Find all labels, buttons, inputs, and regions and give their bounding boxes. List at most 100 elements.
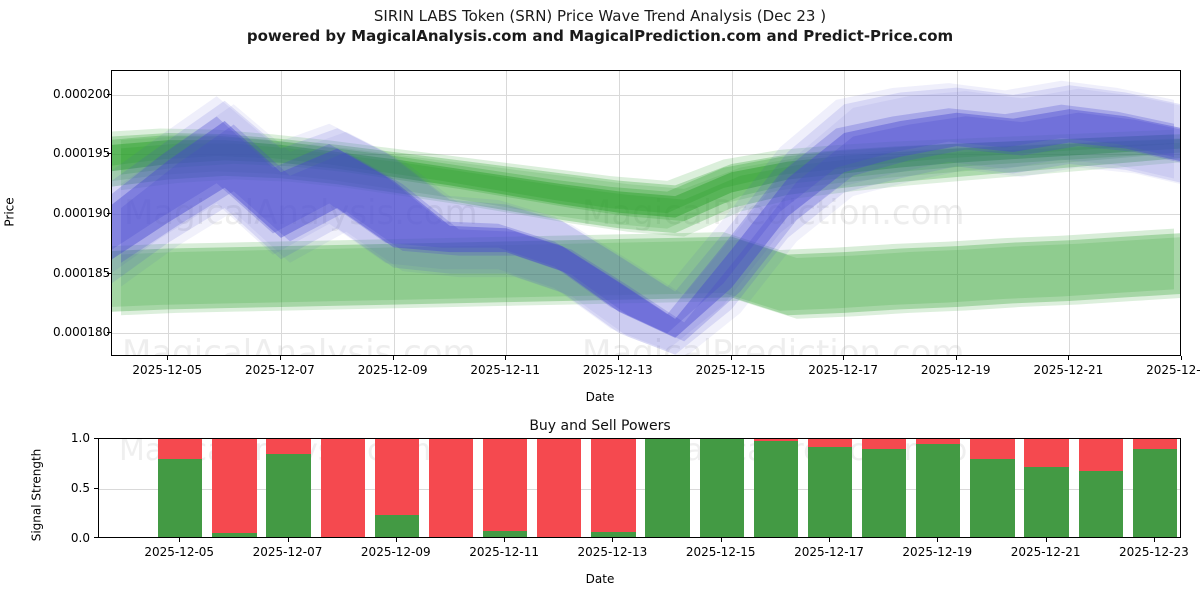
price-x-tick [392,356,394,360]
bars-gridline-h [99,489,1180,490]
price-gridline-v [280,71,282,355]
bar-column [266,439,311,537]
bar-segment-sell [266,439,311,454]
bar-segment-sell [1132,439,1178,449]
bar-segment-buy [862,449,907,537]
price-x-tick [1068,356,1070,360]
bars-y-axis-label: Signal Strength [29,448,44,542]
price-y-tick-label: 0.000185 [53,265,111,280]
bars-x-tick [395,538,397,542]
bars-x-tick-label: 2025-12-17 [794,545,864,559]
price-gridline-v [956,71,958,355]
bar-segment-buy [591,532,636,537]
bars-x-tick [937,538,939,542]
price-gridline-h [112,214,1180,215]
price-gridline-v [506,71,508,355]
price-gridline-v [393,71,395,355]
bar-segment-sell [862,439,907,449]
bar-column [862,439,907,537]
price-y-axis-label: Price [2,197,17,227]
bars-y-tick-label: 0.5 [70,481,90,495]
wave-band-green-band-lower-support-layer0 [112,233,1180,316]
bars-y-tick [94,488,98,489]
price-gridline-h [112,273,1180,275]
bar-column [320,439,365,537]
price-y-tick [107,213,111,214]
price-y-tick [107,93,111,95]
bar-segment-buy [1024,467,1069,537]
bar-segment-sell [482,439,528,531]
price-gridline-v [618,71,620,355]
price-x-tick [955,356,957,360]
bar-column [807,439,853,537]
bar-segment-sell [374,439,419,515]
wave-band-green-band-lower-support-layer1 [112,228,1174,311]
wave-band-green-band-lower-support-layer2 [121,237,1180,319]
bar-column [591,439,636,537]
bars-x-tick-label: 2025-12-07 [252,545,323,559]
bars-y-tick [94,438,98,439]
price-y-tick [107,332,111,334]
bars-x-tick-label: 2025-12-15 [685,545,756,559]
price-x-tick-label: 2025-12-05 [132,363,203,377]
price-y-tick [107,153,111,155]
wave-band-green-band-outer-upper-layer2 [121,136,1180,237]
bar-segment-buy [699,439,744,537]
price-gridline-v [844,71,846,355]
price-x-tick-label: 2025-12-09 [357,363,428,377]
bar-segment-buy [212,533,257,537]
wave-band-blue-band-wave-upper-layer1 [112,104,1174,334]
price-x-tick [279,356,281,360]
price-gridline-v [731,71,733,355]
price-gridline-v [1069,71,1071,355]
bar-segment-buy [482,531,528,537]
bars-chart-title: Buy and Sell Powers [529,418,671,434]
bar-column [1078,439,1123,537]
price-plot-area: MagicalAnalysis.com MagicalPrediction.com… [112,71,1180,355]
price-gridline-v [168,71,170,355]
bar-segment-buy [374,515,419,537]
wave-band-blue-band-halo-layer2 [121,88,1180,355]
bar-segment-sell [1078,439,1123,471]
bar-segment-buy [1078,471,1123,537]
bars-x-tick-label: 2025-12-09 [360,545,431,559]
price-y-tick-label: 0.000200 [53,86,111,101]
bars-x-tick-label: 2025-12-19 [902,545,973,559]
bar-segment-sell [753,439,799,441]
bar-segment-buy [807,447,853,537]
bars-x-tick [720,538,722,542]
bar-segment-buy [158,459,203,537]
bars-x-tick-label: 2025-12-11 [469,545,539,559]
price-x-tick [730,356,732,360]
bar-segment-buy [645,439,690,537]
bar-column [753,439,799,537]
price-gridline-h [112,94,1180,96]
bars-x-tick-label: 2025-12-23 [1119,545,1189,559]
wave-band-blue-band-halo-layer0 [112,85,1180,355]
price-x-axis-label: Date [585,390,615,404]
price-gridline-h [112,154,1180,156]
bars-y-tick-label: 0.0 [70,531,90,545]
bar-segment-sell [970,439,1015,459]
price-x-tick [617,356,619,360]
bar-column [482,439,528,537]
page-subtitle: powered by MagicalAnalysis.com and Magic… [246,27,954,45]
wave-band-green-band-outer-upper-layer0 [112,132,1180,234]
bar-segment-buy [916,444,961,537]
bars-x-tick-label: 2025-12-13 [577,545,648,559]
bar-column [1024,439,1069,537]
bar-column [645,439,690,537]
wave-band-green-band-outer-upper-layer1 [112,128,1174,229]
price-x-tick-label: 2025-12-17 [808,363,878,377]
price-x-tick [505,356,507,360]
bars-x-tick [612,538,614,542]
bar-column [428,439,474,537]
bar-column [1132,439,1178,537]
bar-column [212,439,257,537]
bar-column [699,439,744,537]
bar-segment-sell [807,439,853,447]
wave-band-green-band-inner-layer2 [121,142,1180,222]
